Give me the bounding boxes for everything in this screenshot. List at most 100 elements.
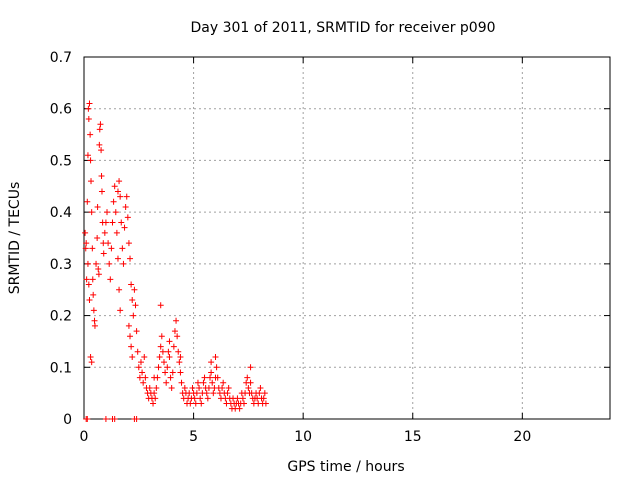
data-point: [196, 384, 203, 391]
data-point: [219, 384, 226, 391]
data-point: [97, 121, 104, 128]
data-point: [129, 297, 136, 304]
x-tick-label: 0: [80, 429, 89, 445]
data-point: [107, 276, 114, 283]
data-point: [189, 384, 196, 391]
data-point: [208, 359, 215, 366]
data-point: [247, 364, 254, 371]
data-point: [123, 193, 130, 200]
data-point: [169, 369, 176, 376]
data-point: [98, 188, 105, 195]
x-axis-label: GPS time / hours: [287, 459, 404, 475]
data-point: [122, 203, 129, 210]
data-point: [240, 400, 247, 407]
data-point: [84, 198, 91, 205]
data-point: [225, 384, 232, 391]
data-point: [157, 302, 164, 309]
data-point: [119, 245, 126, 252]
data-point: [87, 131, 94, 138]
plot-frame: [83, 56, 611, 420]
data-point: [88, 209, 95, 216]
data-point: [82, 245, 89, 252]
data-point: [262, 400, 269, 407]
data-point: [155, 364, 162, 371]
y-tick-label: 0.4: [50, 205, 72, 221]
data-point: [261, 390, 268, 397]
data-point: [170, 343, 177, 350]
data-point: [157, 343, 164, 350]
y-tick-label: 0.6: [50, 102, 72, 118]
data-point: [104, 209, 111, 216]
data-point: [113, 229, 120, 236]
data-point: [245, 384, 252, 391]
data-point: [234, 395, 241, 402]
data-point: [85, 105, 92, 112]
data-point: [166, 338, 173, 345]
data-point: [98, 147, 105, 154]
data-point: [102, 416, 109, 422]
data-point: [247, 379, 254, 386]
data-point: [125, 322, 132, 329]
data-point: [128, 281, 135, 288]
data-point: [128, 343, 135, 350]
data-point: [93, 260, 100, 267]
data-point: [236, 405, 243, 412]
data-point: [139, 369, 146, 376]
data-point: [95, 271, 102, 278]
data-point: [132, 302, 139, 309]
data-point: [96, 141, 103, 148]
data-point: [86, 297, 93, 304]
data-point: [214, 374, 221, 381]
data-point: [89, 276, 96, 283]
data-point: [84, 416, 91, 422]
data-point: [203, 390, 210, 397]
data-point: [129, 353, 136, 360]
data-point: [207, 374, 214, 381]
data-point: [171, 328, 178, 335]
data-point: [260, 395, 267, 402]
data-point: [117, 307, 124, 314]
data-point: [193, 390, 200, 397]
data-point: [82, 229, 89, 236]
data-point: [175, 348, 182, 355]
data-point: [151, 374, 158, 381]
data-point: [118, 219, 125, 226]
data-point: [168, 384, 175, 391]
x-tick-label: 5: [189, 429, 198, 445]
data-point: [120, 260, 127, 267]
data-point: [137, 359, 144, 366]
data-point: [114, 188, 121, 195]
data-point: [201, 374, 208, 381]
data-point: [174, 333, 181, 340]
data-point: [197, 395, 204, 402]
data-point: [88, 359, 95, 366]
data-point: [213, 364, 220, 371]
data-point: [117, 193, 124, 200]
data-point: [156, 353, 163, 360]
data-point: [209, 379, 216, 386]
data-point: [106, 260, 113, 267]
data-point: [152, 395, 159, 402]
y-tick-label: 0: [63, 412, 72, 428]
data-point: [257, 384, 264, 391]
data-point: [91, 322, 98, 329]
y-tick-labels: 0 0.1 0.2 0.3 0.4 0.5 0.6 0.7: [50, 50, 72, 428]
data-point: [198, 400, 205, 407]
data-point: [135, 364, 142, 371]
data-point: [108, 245, 115, 252]
data-point: [256, 390, 263, 397]
data-point: [167, 374, 174, 381]
y-axis-label: SRMTID / TECUs: [7, 182, 23, 295]
data-point: [94, 235, 101, 241]
data-point: [178, 379, 185, 386]
data-point: [151, 390, 158, 397]
y-tick-label: 0.1: [50, 360, 72, 376]
data-point: [158, 333, 165, 340]
data-point: [84, 152, 91, 159]
x-tick-label: 10: [294, 429, 312, 445]
data-point: [181, 384, 188, 391]
data-point: [90, 307, 97, 314]
data-point: [163, 379, 170, 386]
data-point: [96, 126, 103, 133]
data-point: [87, 157, 94, 164]
